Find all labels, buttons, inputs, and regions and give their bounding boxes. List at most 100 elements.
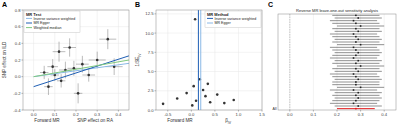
panel: CReverse MR leave-one-out sensitivity an… bbox=[268, 1, 396, 117]
confidence-interval bbox=[332, 100, 379, 101]
confidence-interval bbox=[332, 84, 379, 85]
estimate-point bbox=[357, 52, 359, 54]
estimate-point bbox=[357, 60, 359, 62]
estimate-point bbox=[357, 31, 359, 33]
grid-line bbox=[97, 10, 98, 110]
confidence-interval bbox=[332, 63, 379, 64]
error-bar-y bbox=[59, 42, 60, 62]
estimate-point bbox=[353, 47, 355, 49]
confidence-interval bbox=[330, 90, 377, 91]
estimate-point bbox=[357, 105, 359, 107]
confidence-interval bbox=[332, 55, 379, 56]
confidence-interval bbox=[335, 60, 382, 61]
confidence-interval bbox=[335, 18, 382, 19]
label-subscript: IV bbox=[138, 53, 142, 57]
x-label: SNP effect on RA bbox=[77, 118, 114, 123]
legend-label: MR Egger bbox=[34, 21, 51, 25]
confidence-interval bbox=[332, 82, 379, 83]
confidence-interval bbox=[332, 95, 379, 96]
grid-line bbox=[360, 14, 361, 110]
confidence-interval bbox=[335, 98, 382, 99]
caption: Forward MR bbox=[34, 118, 60, 123]
confidence-interval bbox=[332, 76, 379, 77]
tick-label: 0.2 bbox=[73, 112, 79, 117]
confidence-interval bbox=[335, 39, 382, 40]
estimate-point bbox=[355, 76, 357, 78]
confidence-interval bbox=[332, 23, 379, 24]
point bbox=[96, 59, 99, 62]
estimate-point bbox=[353, 57, 355, 59]
confidence-interval bbox=[337, 26, 384, 27]
tick-label: 7.5 bbox=[148, 50, 154, 55]
frame bbox=[23, 10, 129, 110]
tick-label: 0.6 bbox=[15, 24, 21, 29]
tick-label: 0.2 bbox=[334, 112, 340, 117]
confidence-interval bbox=[330, 47, 377, 48]
tick-label: 2.5 bbox=[148, 88, 154, 93]
data bbox=[34, 29, 129, 103]
point bbox=[51, 65, 54, 68]
title: Reverse MR leave-one-out sensitivity ana… bbox=[296, 8, 378, 13]
point bbox=[60, 80, 63, 83]
grid bbox=[23, 10, 129, 110]
confidence-interval bbox=[330, 34, 377, 35]
estimate-line bbox=[200, 10, 201, 110]
estimate-point bbox=[360, 87, 362, 89]
tick-label: 0.0 bbox=[188, 112, 194, 117]
estimate-point bbox=[360, 44, 362, 46]
point bbox=[204, 95, 207, 98]
error-bar-y bbox=[52, 59, 53, 74]
error-bar-x bbox=[63, 47, 76, 48]
fit-line bbox=[34, 60, 129, 77]
panel: A-0.4-0.20.00.20.40.60.80.00.10.20.30.4F… bbox=[2, 1, 129, 123]
legend: MR MethodInverse variance weightedMR Egg… bbox=[205, 11, 261, 28]
legend-label: MR Egger bbox=[215, 21, 232, 25]
legend: MR TestInverse variance weightedMR Egger… bbox=[24, 11, 80, 32]
legend-swatch bbox=[207, 18, 213, 19]
confidence-interval bbox=[335, 31, 382, 32]
grid-line bbox=[289, 14, 290, 110]
tick-label: 0.4 bbox=[15, 41, 21, 46]
error-bar-x bbox=[51, 75, 59, 76]
legend-swatch bbox=[26, 27, 32, 28]
point bbox=[81, 63, 84, 66]
point bbox=[162, 103, 165, 106]
confidence-interval bbox=[332, 15, 379, 16]
point bbox=[195, 99, 198, 102]
label-text: SNP effect on RA bbox=[77, 118, 114, 123]
data bbox=[162, 10, 235, 110]
tick-label: 0.5 bbox=[212, 112, 218, 117]
error-bar-y bbox=[69, 38, 70, 56]
estimate-point bbox=[355, 95, 357, 97]
legend-box bbox=[24, 11, 80, 32]
error-bar-x bbox=[57, 80, 65, 81]
confidence-interval bbox=[337, 87, 384, 88]
grid-line bbox=[191, 10, 192, 110]
figure: A-0.4-0.20.00.20.40.60.80.00.10.20.30.4F… bbox=[0, 0, 400, 137]
point bbox=[202, 89, 205, 92]
confidence-interval bbox=[330, 103, 377, 104]
plot-area bbox=[23, 10, 129, 110]
error-bar-x bbox=[89, 60, 106, 61]
legend-label: Weighted median bbox=[34, 26, 62, 30]
fit-line bbox=[34, 56, 129, 87]
point bbox=[77, 92, 80, 95]
tick-label: 0.1 bbox=[310, 112, 316, 117]
estimate-point bbox=[355, 68, 357, 70]
tick-label: -0.2 bbox=[13, 91, 21, 96]
tick-label: 5.0 bbox=[148, 69, 154, 74]
estimate-line bbox=[198, 10, 199, 110]
panel-label: A bbox=[2, 1, 7, 8]
y-label: SNP effect on ILD bbox=[2, 41, 7, 78]
axes: -0.4-0.20.00.20.40.60.80.00.10.20.30.4 bbox=[13, 8, 122, 118]
point bbox=[191, 104, 194, 107]
estimate-point bbox=[355, 84, 357, 86]
tick-label: 0.4 bbox=[115, 112, 121, 117]
tick-label: 1.0 bbox=[236, 112, 242, 117]
estimate-point bbox=[355, 49, 357, 51]
estimate-point bbox=[353, 33, 355, 35]
point bbox=[216, 93, 219, 96]
grid-line bbox=[313, 14, 314, 110]
estimate-point bbox=[357, 79, 359, 81]
tick-label: -0.4 bbox=[13, 108, 21, 113]
